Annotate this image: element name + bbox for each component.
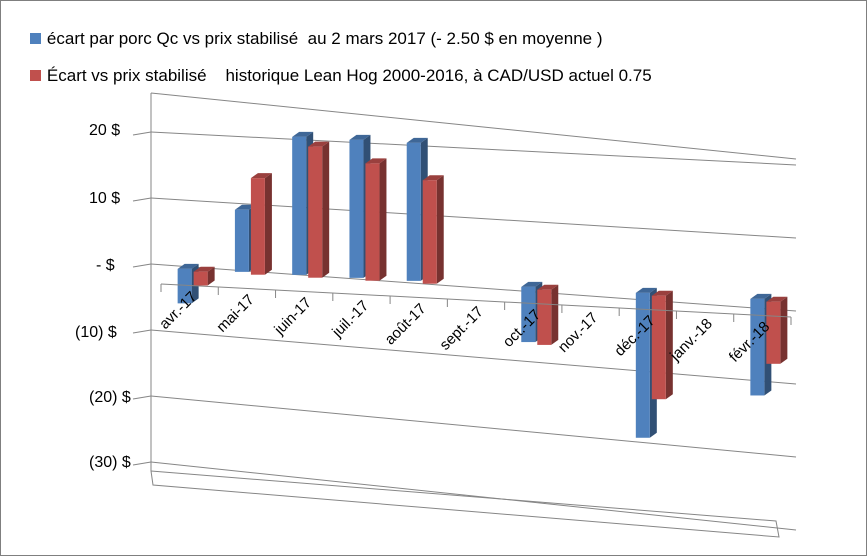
x-tick-label: juil.-17 [328, 297, 372, 341]
bar-red [365, 158, 387, 281]
bar-side [665, 290, 673, 400]
bar-front [406, 142, 421, 281]
bar-side [379, 158, 387, 281]
legend-label-series-2: Écart vs prix stabilisé historique Lean … [46, 66, 652, 85]
y-tick-mark [132, 197, 152, 202]
bar-front [750, 298, 765, 396]
bar-red [193, 266, 215, 286]
legend-label-series-1: écart par porc Qc vs prix stabilisé au 2… [46, 29, 603, 48]
gridline [150, 92, 797, 160]
bar-top [750, 293, 772, 299]
gridline [150, 329, 797, 385]
x-tick-label: juin-17 [270, 294, 315, 339]
chart-walls [150, 93, 780, 538]
y-tick-mark [132, 329, 152, 334]
bar-red [250, 173, 272, 275]
y-tick-label: 10 $ [89, 190, 120, 207]
bar-front [349, 139, 364, 278]
y-tick-label: - $ [96, 257, 115, 274]
bar-side [551, 284, 559, 345]
gridline [150, 131, 797, 166]
bar-front [292, 136, 307, 275]
x-tick-label: sept.-17 [436, 303, 486, 353]
y-tick-label: (10) $ [75, 324, 117, 341]
bar-top [635, 287, 657, 293]
x-axis-line [160, 283, 792, 318]
y-tick-mark [132, 461, 152, 466]
bar-front [766, 301, 781, 364]
bar-top [193, 266, 215, 272]
bar-top [651, 290, 673, 296]
x-tick-label: nov.-17 [555, 309, 602, 356]
x-tick-label: janv.-18 [666, 315, 716, 365]
legend-item-series-2: Écart vs prix stabilisé historique Lean … [11, 46, 652, 106]
bar-front [635, 292, 650, 438]
bar-front [193, 271, 208, 286]
chart-x-axis [160, 283, 792, 325]
bar-top [365, 158, 387, 164]
y-tick-label: (20) $ [89, 389, 131, 406]
bar-front [422, 180, 437, 284]
legend-swatch-red [29, 70, 41, 81]
y-tick-mark [132, 263, 152, 268]
bar-top [234, 204, 256, 210]
y-tick-mark [132, 131, 152, 136]
bar-top [766, 296, 788, 302]
gridline [150, 461, 797, 531]
bar-side [780, 296, 788, 364]
gridline [150, 395, 797, 458]
bar-front [308, 146, 323, 278]
x-tick-label: août-17 [382, 300, 430, 348]
x-tick-label: mai-17 [213, 291, 257, 335]
bar-front [250, 178, 265, 275]
bar-top [406, 137, 428, 143]
bar-top [308, 141, 330, 147]
bar-red [308, 141, 330, 278]
bar-red [651, 290, 673, 400]
legend-swatch-blue [29, 33, 41, 44]
chart-bars [177, 131, 788, 438]
bar-top [521, 281, 543, 287]
bar-top [292, 131, 314, 137]
chart-floor [150, 470, 780, 538]
bar-top [177, 263, 199, 269]
bar-front [651, 295, 666, 400]
bar-side [322, 141, 330, 278]
bar-red [766, 296, 788, 364]
bar-top [537, 284, 559, 290]
y-tick-mark [132, 395, 152, 400]
bar-side [436, 175, 444, 284]
bar-side [264, 173, 272, 275]
bar-top [349, 134, 371, 140]
legend-item-series-1: écart par porc Qc vs prix stabilisé au 2… [11, 9, 603, 69]
y-tick-label: 20 $ [89, 122, 120, 139]
bar-top [250, 173, 272, 179]
bar-red [422, 175, 444, 284]
bar-side [207, 266, 215, 286]
bar-front [521, 286, 536, 343]
bar-front [234, 209, 249, 272]
y-tick-label: (30) $ [89, 454, 131, 471]
bar-front [177, 268, 192, 304]
bar-top [422, 175, 444, 181]
bar-front [365, 163, 380, 281]
chart-y-tick-labels: 20 $ 10 $ - $ (10) $ (20) $ (30) $ [75, 122, 131, 471]
